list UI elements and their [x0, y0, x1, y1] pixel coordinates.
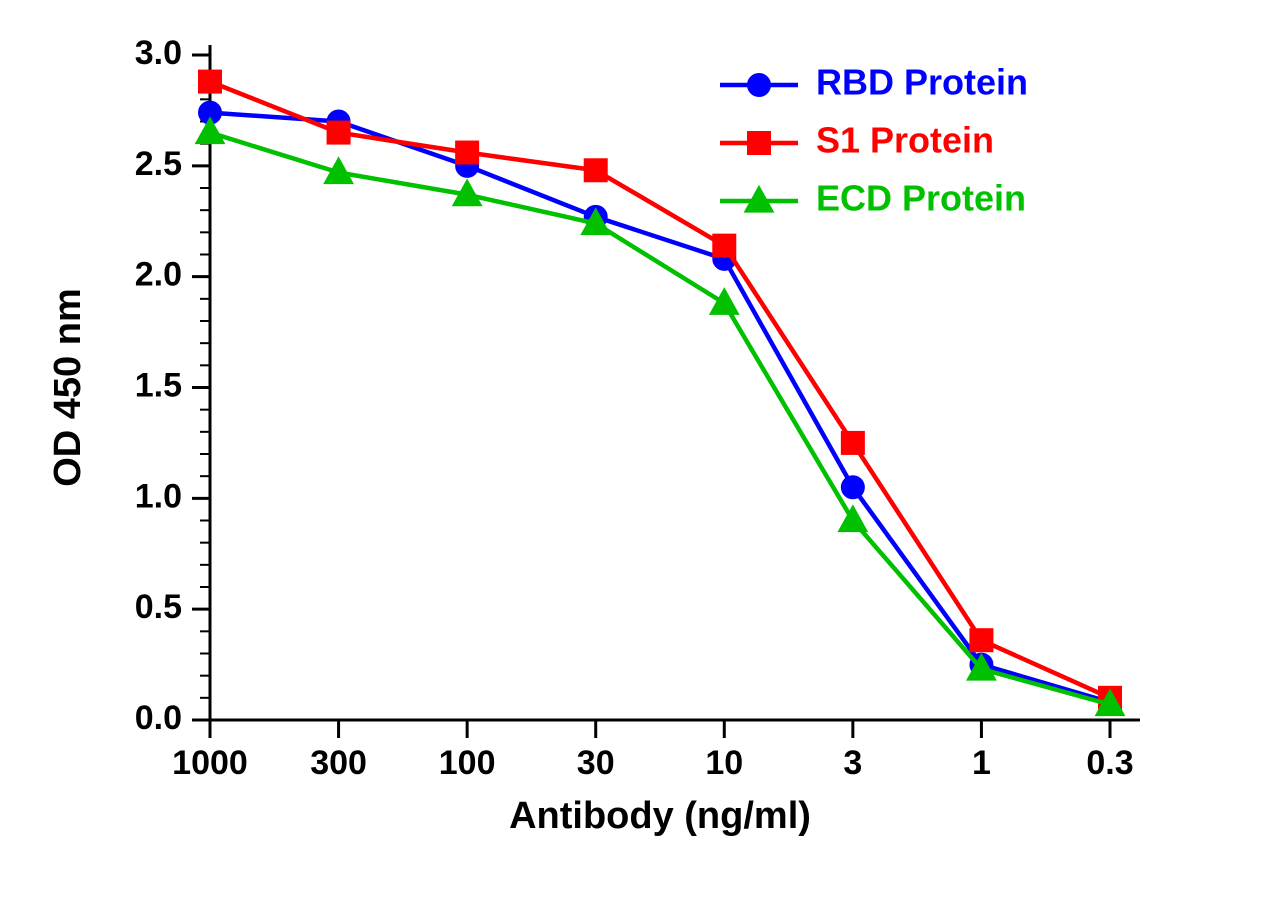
y-tick-label: 2.5	[135, 145, 182, 183]
chart-container: 0.0 0.5 1.0 1.5 2.0 2.5 3.0 1000 300 100 30 10 3 1 0.3…	[0, 0, 1280, 899]
x-tick-label: 300	[310, 744, 367, 782]
legend-label: ECD Protein	[816, 178, 1026, 219]
x-tick-label: 0.3	[1086, 744, 1133, 782]
y-tick-label: 0.0	[135, 699, 182, 737]
y-tick-label: 3.0	[135, 34, 182, 72]
y-tick-label: 1.5	[135, 366, 182, 404]
x-tick-label: 100	[439, 744, 496, 782]
y-tick-label: 0.5	[135, 588, 182, 626]
x-tick-label: 30	[577, 744, 615, 782]
y-tick-label: 2.0	[135, 256, 182, 294]
y-axis-label: OD 450 nm	[47, 288, 89, 487]
legend-label: RBD Protein	[816, 62, 1028, 103]
y-tick-label: 1.0	[135, 477, 182, 515]
x-tick-label: 1000	[172, 744, 248, 782]
x-tick-label: 1	[972, 744, 991, 782]
x-tick-label: 3	[843, 744, 862, 782]
x-tick-label: 10	[705, 744, 743, 782]
x-axis-label: Antibody (ng/ml)	[509, 795, 811, 837]
line-chart: 0.0 0.5 1.0 1.5 2.0 2.5 3.0 1000 300 100 30 10 3 1 0.3…	[0, 0, 1280, 899]
legend-label: S1 Protein	[816, 120, 994, 161]
